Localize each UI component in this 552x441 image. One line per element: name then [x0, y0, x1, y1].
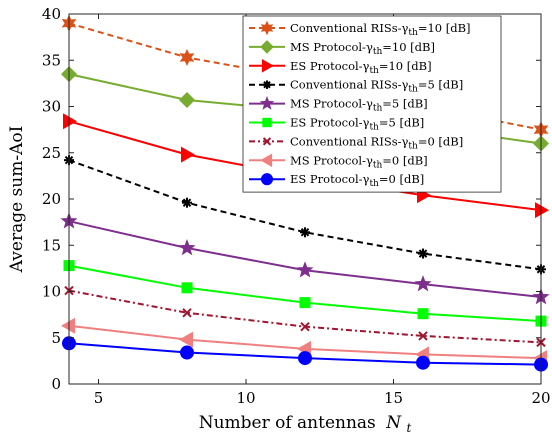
series-line-3	[68, 159, 542, 271]
x-tick-label-5: 5	[94, 389, 104, 407]
legend-item-3: Conventional RISs-γth=5 [dB]	[249, 78, 463, 95]
legend-item-4: MS Protocol-γth=5 [dB]	[249, 95, 428, 114]
legend-label-4: MS Protocol-γth=5 [dB]	[290, 97, 428, 114]
x-tick-label-10: 10	[236, 389, 255, 407]
legend-marker-7	[260, 153, 273, 168]
legend-marker-5	[262, 117, 272, 128]
legend-item-5: ES Protocol-γth=5 [dB]	[249, 116, 424, 133]
legend-label-7: MS Protocol-γth=0 [dB]	[290, 153, 428, 170]
series-6-point-2	[300, 321, 310, 332]
legend-item-6: Conventional RISs-γth=0 [dB]	[249, 134, 463, 151]
series-2-point-1	[181, 146, 195, 163]
series-1-point-1	[179, 92, 195, 109]
series-4-point-2	[296, 261, 314, 278]
series-3-point-1	[182, 197, 192, 208]
series-3-point-3	[418, 248, 428, 259]
legend-label-2: ES Protocol-γth=10 [dB]	[290, 59, 432, 76]
legend-marker-8	[260, 173, 274, 186]
legend-label-8: ES Protocol-γth=0 [dB]	[290, 172, 424, 189]
series-8-point-1	[180, 345, 194, 360]
series-2-point-0	[63, 113, 77, 130]
y-tick-label-35: 35	[42, 51, 61, 69]
legend-items: Conventional RISs-γth=10 [dB] MS Protocol…	[249, 20, 471, 189]
series-8-point-3	[416, 355, 430, 370]
series-5-point-3	[417, 308, 429, 320]
legend: Conventional RISs-γth=10 [dB] MS Protocol…	[242, 15, 502, 193]
series-2-point-4	[535, 202, 549, 219]
y-tick-label-40: 40	[42, 5, 61, 23]
x-tick-label-15: 15	[384, 389, 403, 407]
x-tick-label-20: 20	[531, 389, 550, 407]
series-4-point-3	[414, 275, 432, 292]
series-0-point-1	[179, 48, 195, 66]
series-3-point-2	[300, 227, 310, 238]
y-tick-label-30: 30	[42, 98, 61, 116]
series-8	[62, 336, 548, 372]
y-tick-label-5: 5	[51, 329, 61, 347]
x-axis-label-symbol: N	[385, 413, 402, 433]
legend-marker-4	[259, 95, 275, 110]
legend-label-5: ES Protocol-γth=5 [dB]	[290, 116, 424, 133]
series-8-point-2	[298, 351, 312, 366]
series-3	[64, 155, 546, 275]
x-axis-label-subscript: t	[406, 421, 411, 435]
series-4-point-1	[178, 239, 196, 256]
legend-label-3: Conventional RISs-γth=5 [dB]	[290, 78, 463, 95]
y-axis-label: Average sum-AoI	[7, 126, 27, 274]
legend-marker-0	[260, 20, 274, 36]
legend-marker-2	[261, 59, 274, 73]
series-6	[64, 285, 546, 348]
series-7-point-0	[61, 317, 75, 334]
x-axis-label: Number of antennas N t	[199, 413, 412, 435]
legend-item-8: ES Protocol-γth=0 [dB]	[249, 172, 424, 189]
legend-item-0: Conventional RISs-γth=10 [dB]	[249, 20, 471, 38]
y-tick-label-20: 20	[42, 190, 61, 208]
y-tick-label-0: 0	[51, 375, 61, 393]
legend-item-7: MS Protocol-γth=0 [dB]	[249, 153, 428, 170]
series-7-point-1	[179, 331, 193, 348]
legend-label-6: Conventional RISs-γth=0 [dB]	[290, 134, 463, 151]
legend-marker-6	[262, 137, 272, 146]
legend-item-1: MS Protocol-γth=10 [dB]	[249, 40, 435, 57]
legend-item-2: ES Protocol-γth=10 [dB]	[249, 59, 432, 76]
series-6-point-3	[418, 331, 428, 341]
series-6-point-1	[182, 308, 192, 318]
legend-marker-1	[260, 40, 274, 54]
legend-marker-3	[262, 80, 272, 89]
series-5-point-2	[299, 297, 311, 309]
x-axis-label-text: Number of antennas	[199, 413, 376, 433]
series-5-point-1	[181, 282, 193, 294]
y-tick-label-15: 15	[42, 236, 61, 254]
series-4	[60, 212, 550, 305]
ticks-layer: 5 10 15 20 0 5 10 15 20 25 30 35 40	[42, 5, 551, 407]
legend-box	[242, 15, 502, 193]
y-tick-label-10: 10	[42, 283, 61, 301]
legend-label-0: Conventional RISs-γth=10 [dB]	[290, 21, 471, 38]
legend-label-1: MS Protocol-γth=10 [dB]	[290, 40, 435, 57]
y-tick-label-25: 25	[42, 144, 61, 162]
